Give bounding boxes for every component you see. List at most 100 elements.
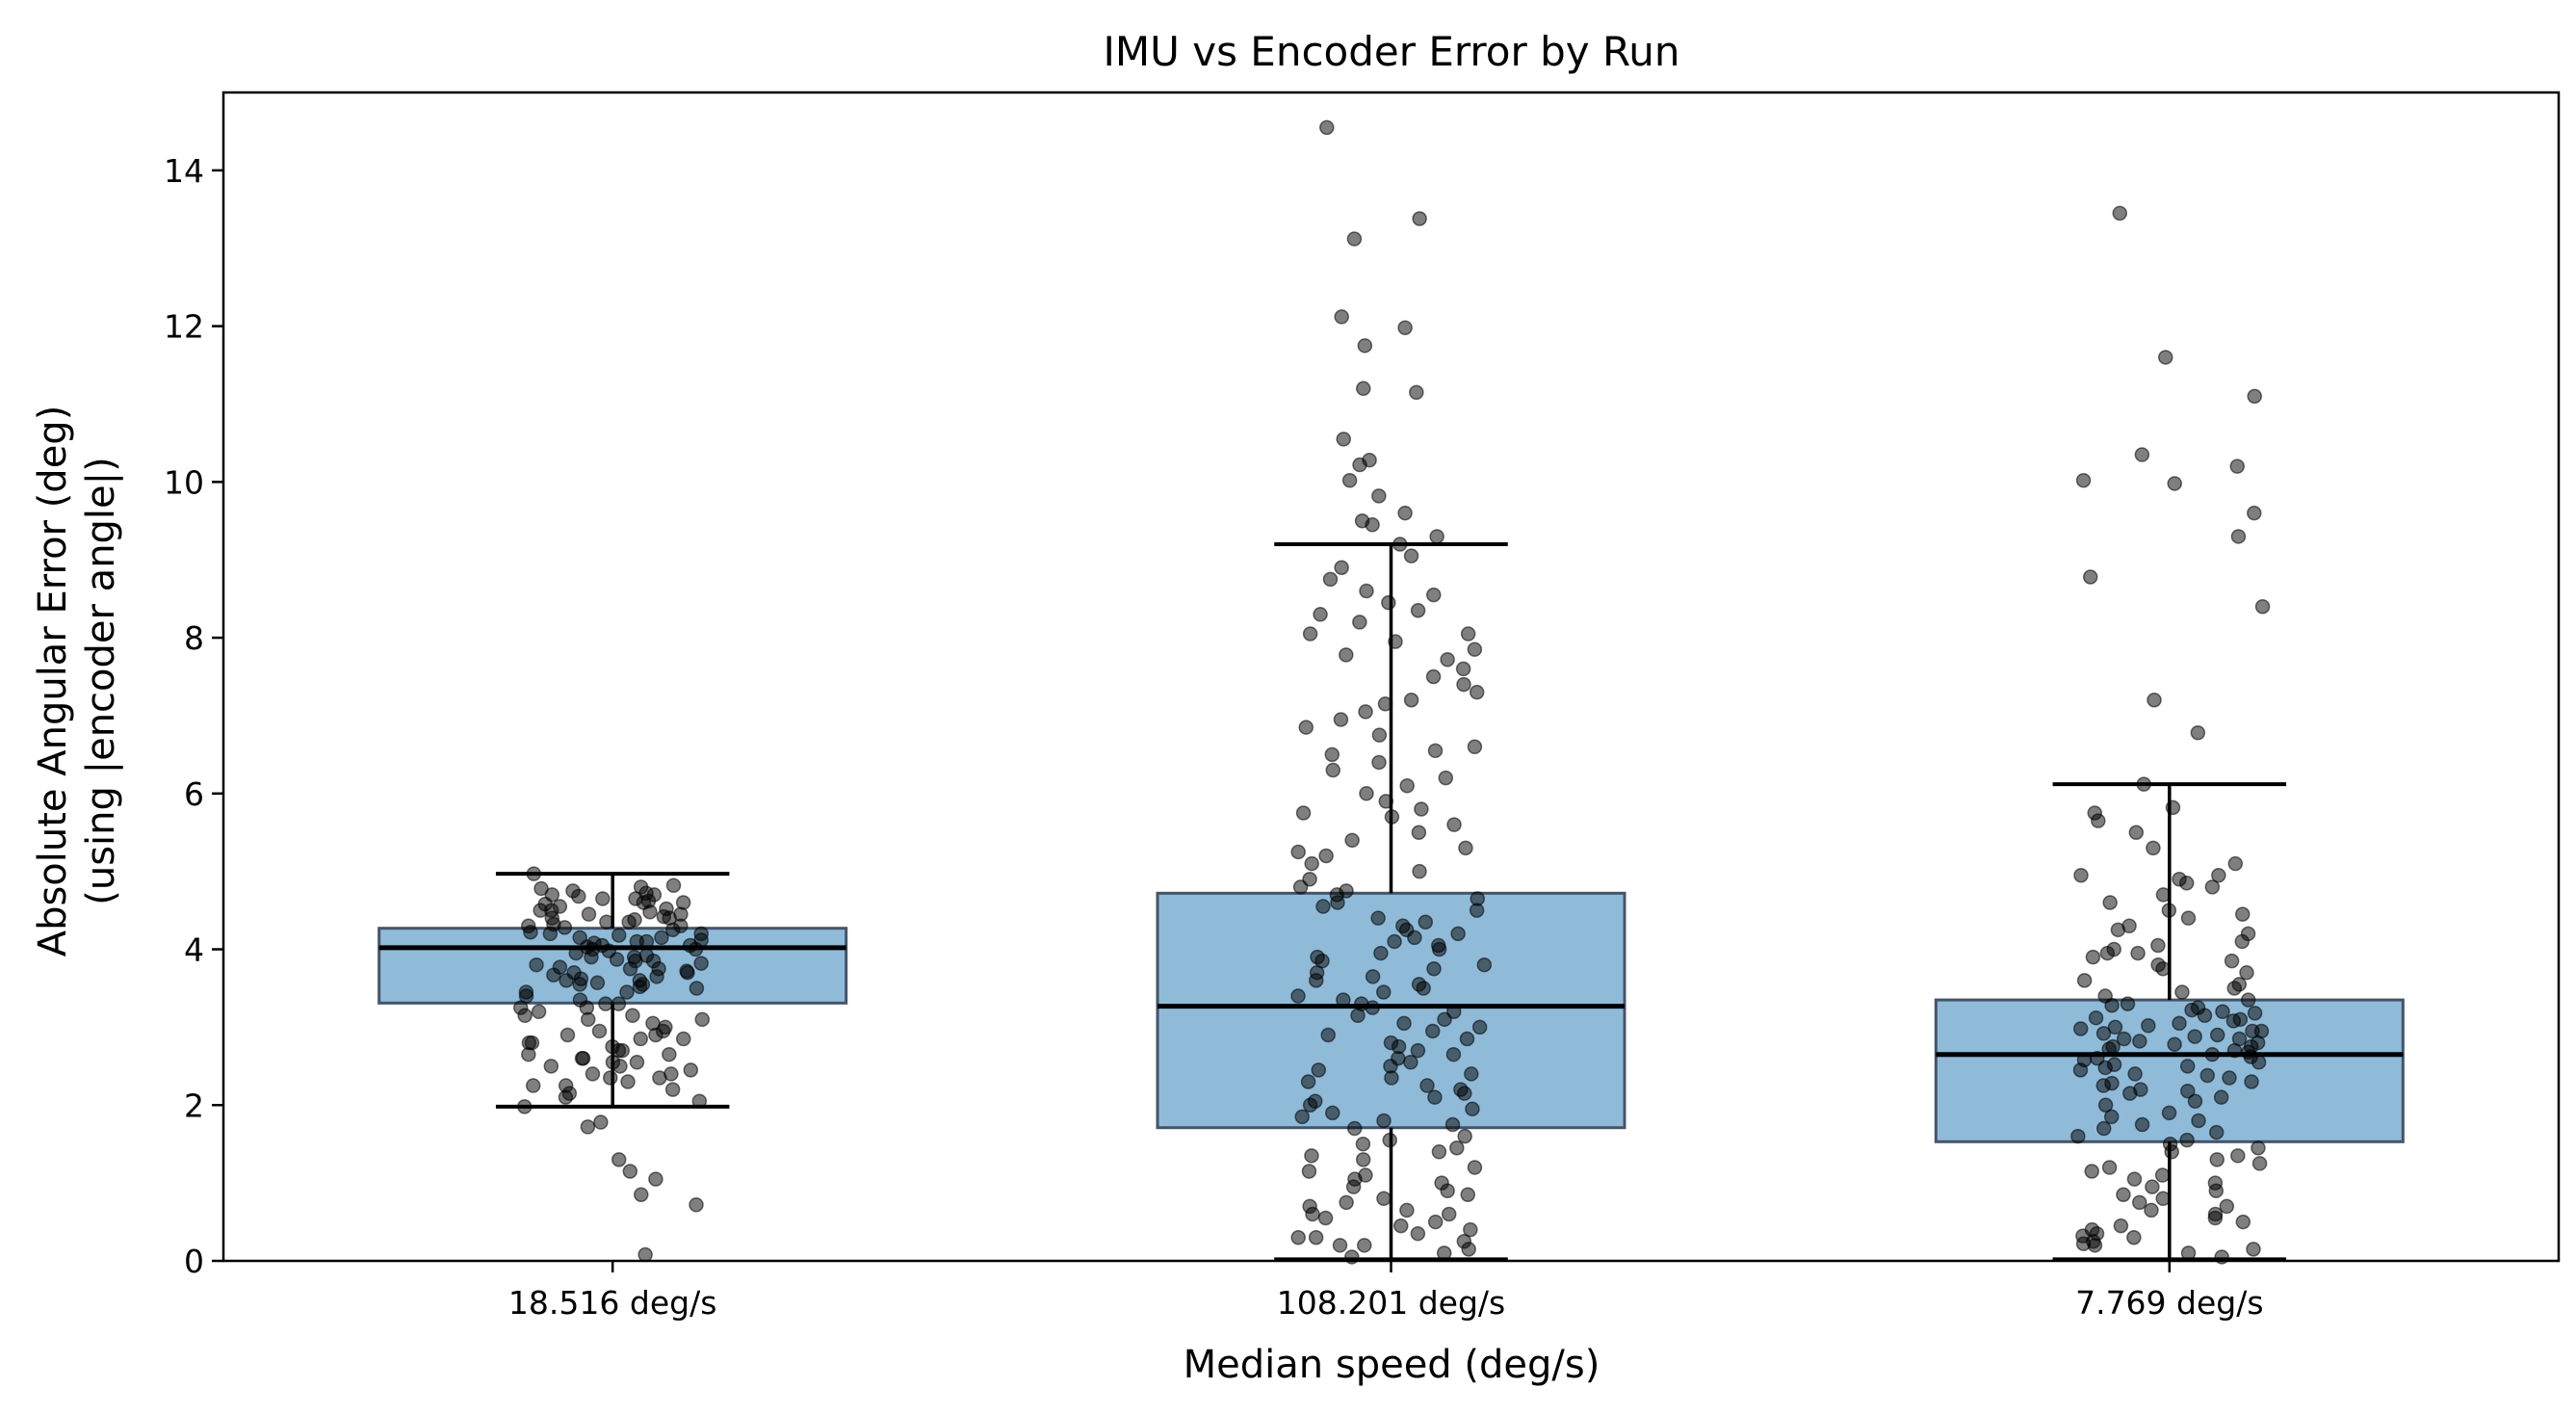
data-point [654, 930, 669, 946]
data-point [1319, 119, 1335, 136]
data-point [1371, 727, 1388, 743]
data-point [1347, 1171, 1363, 1187]
data-point [628, 953, 643, 969]
data-point [516, 1099, 533, 1114]
data-point [2085, 949, 2101, 965]
data-point [2073, 867, 2089, 883]
data-point [1427, 743, 1444, 759]
data-point [648, 1171, 664, 1187]
data-point [2209, 1027, 2225, 1043]
data-point [1344, 832, 1360, 849]
data-point [2075, 472, 2092, 488]
data-point [589, 975, 606, 991]
box-group [377, 866, 848, 1263]
data-point [1357, 338, 1373, 354]
data-point [693, 956, 709, 971]
data-point [2099, 945, 2116, 961]
y-axis-label-line-1: Absolute Angular Error (deg) [31, 406, 75, 957]
data-point [1334, 309, 1349, 325]
data-point [533, 880, 549, 897]
data-point [1333, 712, 1349, 727]
data-point [2165, 799, 2181, 816]
data-point [1378, 794, 1394, 809]
data-point [1440, 1183, 1455, 1198]
data-point [2084, 1164, 2099, 1179]
data-point [1381, 594, 1396, 611]
data-point [1467, 739, 1483, 755]
data-point [1339, 883, 1354, 899]
data-point [2136, 776, 2152, 792]
data-point [673, 906, 689, 922]
data-point [2112, 205, 2128, 222]
plot-frame [221, 91, 2561, 1263]
data-point [2147, 693, 2162, 708]
data-point [1350, 1008, 1366, 1024]
data-point [1376, 1191, 1392, 1207]
data-point [1431, 937, 1446, 954]
data-point [1318, 848, 1334, 864]
data-point [2116, 1187, 2131, 1203]
data-point [1456, 676, 1471, 693]
data-point [1355, 1152, 1371, 1167]
data-point [2095, 1026, 2112, 1041]
data-point [2167, 476, 2182, 491]
data-point [2122, 1086, 2138, 1101]
data-point [2209, 1152, 2225, 1167]
data-point [1377, 696, 1393, 712]
data-point [517, 1008, 533, 1024]
data-point [543, 1059, 559, 1074]
data-point [2101, 1160, 2118, 1175]
data-point [2234, 933, 2251, 950]
data-point [1365, 517, 1380, 533]
data-point [1320, 1027, 1336, 1043]
data-point [642, 904, 658, 920]
data-point [1463, 1221, 1478, 1238]
data-point [637, 1246, 653, 1263]
data-point [2184, 1002, 2199, 1018]
data-point [1314, 953, 1330, 969]
data-point [2161, 903, 2177, 918]
data-point [1336, 432, 1351, 447]
data-point [1399, 1202, 1415, 1218]
data-point [2247, 388, 2262, 405]
data-point [1387, 933, 1402, 950]
data-point [2254, 598, 2271, 615]
data-point [612, 1059, 628, 1074]
data-point [1324, 747, 1340, 763]
data-point [1427, 1089, 1443, 1105]
data-point [525, 1078, 541, 1093]
data-point [619, 984, 635, 1000]
data-point [1341, 472, 1358, 488]
data-point [2113, 1218, 2129, 1234]
data-point [683, 1062, 699, 1078]
x-tick-label: 18.516 deg/s [508, 1284, 716, 1322]
data-point [1301, 1164, 1317, 1179]
data-point [689, 981, 705, 996]
data-point [1425, 1023, 1441, 1039]
data-point [652, 1070, 667, 1086]
data-point [1455, 661, 1471, 677]
data-point [572, 930, 587, 946]
data-point [662, 1046, 677, 1062]
data-point [544, 910, 560, 926]
data-point [655, 1023, 671, 1039]
data-point [2246, 1242, 2261, 1257]
data-point [1410, 1042, 1426, 1059]
data-point [1325, 762, 1341, 778]
x-tick-label: 7.769 deg/s [2075, 1284, 2263, 1322]
data-point [1459, 1031, 1475, 1047]
data-point [1431, 1144, 1447, 1160]
data-point [2095, 1120, 2112, 1137]
data-point [2178, 876, 2195, 891]
data-point [2082, 569, 2098, 585]
data-point [1450, 926, 1466, 942]
data-point [691, 1093, 708, 1109]
data-point [2130, 945, 2146, 961]
data-point [689, 1197, 704, 1213]
data-point [1346, 231, 1363, 247]
data-point [1339, 647, 1354, 663]
data-point [2244, 1074, 2259, 1089]
data-point [1403, 693, 1419, 708]
data-point [533, 903, 548, 918]
data-point [1409, 384, 1424, 401]
